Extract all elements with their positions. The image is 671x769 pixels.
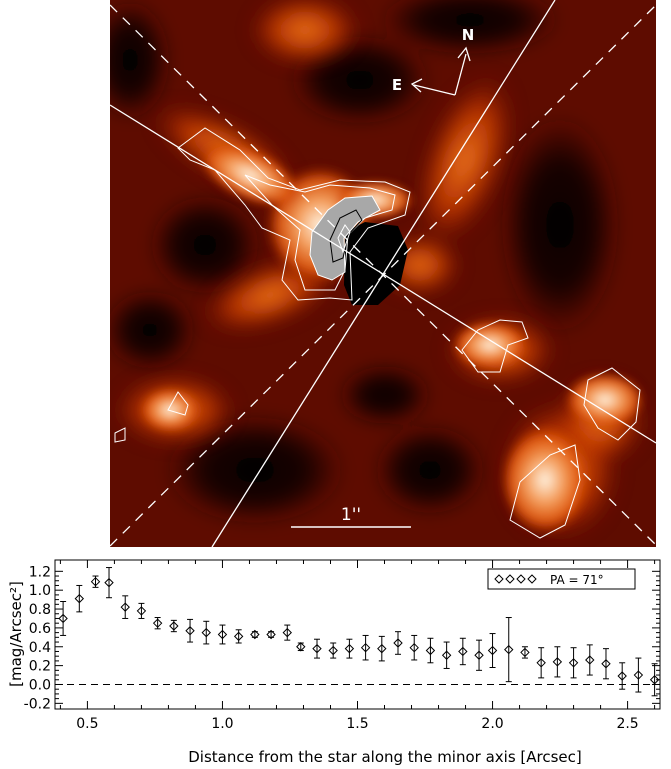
data-point [328, 645, 338, 656]
data-point [250, 629, 260, 640]
legend-marker [505, 574, 515, 584]
data-point [120, 602, 130, 612]
data-point [312, 643, 322, 654]
data-point [201, 627, 211, 638]
data-point [585, 655, 595, 665]
y-tick-label: 0.4 [29, 640, 51, 656]
data-point [344, 643, 355, 654]
data-point [393, 638, 403, 648]
data-point [185, 626, 195, 636]
y-tick-label: 0.6 [29, 621, 51, 637]
x-tick-label: 2.5 [616, 716, 638, 732]
data-point [266, 629, 276, 640]
legend: PA = 71° [487, 568, 636, 590]
data-point [487, 645, 498, 656]
data-point [458, 646, 468, 657]
data-point [617, 671, 627, 681]
data-points [58, 567, 660, 697]
legend-label: PA = 71° [550, 573, 604, 587]
data-point [504, 644, 514, 655]
data-point [104, 577, 114, 588]
x-axis-label: Distance from the star along the minor a… [188, 748, 582, 766]
data-point [601, 659, 611, 669]
data-point [152, 618, 163, 628]
core-contour [309, 195, 381, 281]
x-tick-label: 0.5 [76, 716, 98, 732]
y-tick-label: 0.8 [29, 602, 51, 618]
data-point [441, 650, 452, 660]
data-point [552, 657, 563, 667]
data-point [169, 621, 179, 631]
x-tick-label: 2.0 [481, 716, 503, 732]
x-tick-label: 1.0 [211, 716, 233, 732]
compass-rose [410, 46, 471, 96]
data-point [474, 650, 484, 660]
legend-box [487, 568, 636, 590]
y-axis-label: [mag/Arcsec²] [7, 581, 25, 687]
legend-marker [527, 574, 537, 584]
data-point [536, 658, 546, 668]
y-tick-label: 1.0 [29, 583, 51, 599]
data-point [233, 631, 244, 642]
data-point [90, 576, 101, 587]
data-point [282, 627, 292, 638]
x-tick-label: 1.5 [346, 716, 368, 732]
data-point [74, 593, 85, 604]
compass-north-label: N [462, 26, 475, 44]
data-point [425, 645, 436, 656]
data-point [296, 642, 306, 652]
legend-marker [494, 574, 504, 584]
y-tick-label: 1.2 [29, 564, 51, 580]
scale-bar-label: 1'' [341, 505, 361, 525]
data-point [360, 642, 371, 653]
data-point [136, 606, 147, 616]
x-axis: 0.5 1.0 1.5 2.0 2.5 [59, 560, 656, 732]
legend-markers [494, 574, 537, 584]
compass-east-label: E [392, 76, 402, 94]
y-tick-label: 0.0 [29, 677, 51, 693]
data-point [217, 629, 228, 640]
nebula-image-panel: N E 1'' [110, 0, 656, 547]
data-point [377, 643, 387, 654]
data-point [649, 675, 660, 685]
legend-marker [516, 574, 526, 584]
data-point [409, 642, 419, 653]
data-point [58, 613, 68, 624]
data-point [520, 647, 530, 658]
data-point [568, 658, 579, 668]
y-tick-label: 0.2 [29, 659, 51, 675]
data-point [633, 670, 644, 680]
profile-plot: -0.2 0.0 0.2 0.4 0.6 0.8 1.0 1.2 0.5 1.0 1.5 2.0 2.… [7, 559, 661, 766]
y-tick-label: -0.2 [24, 696, 51, 712]
y-axis: -0.2 0.0 0.2 0.4 0.6 0.8 1.0 1.2 [24, 564, 660, 712]
